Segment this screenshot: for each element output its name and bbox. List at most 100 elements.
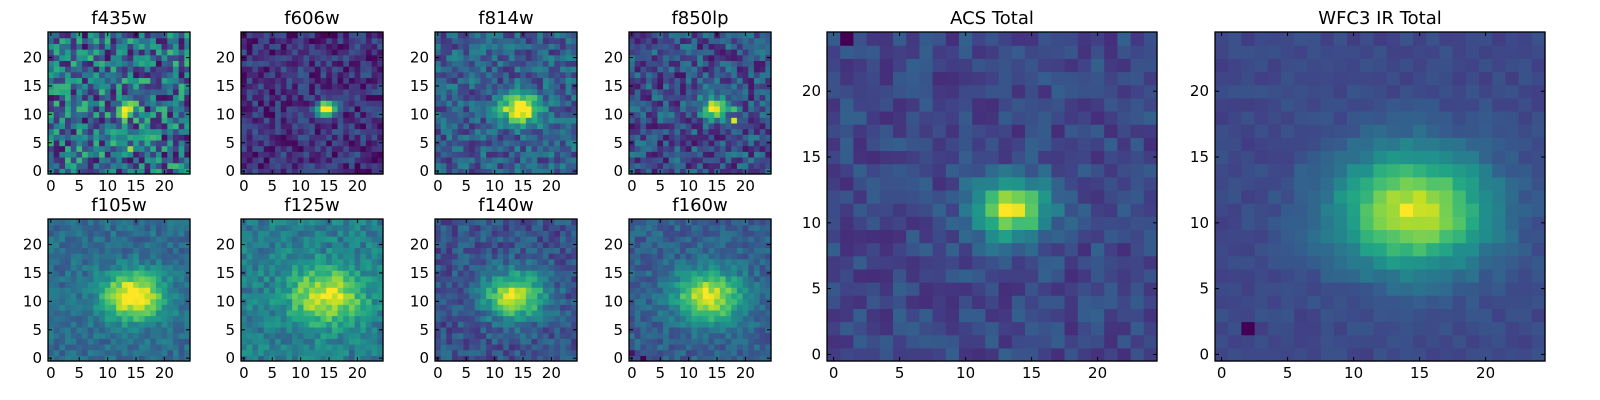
heatmap-cell bbox=[548, 287, 555, 294]
heatmap-cell bbox=[348, 224, 356, 231]
heatmap-cell bbox=[554, 343, 561, 351]
heatmap-cell bbox=[548, 71, 555, 79]
heatmap-cell bbox=[337, 105, 344, 113]
heatmap-cell bbox=[497, 281, 504, 288]
heatmap-cell bbox=[167, 66, 174, 73]
heatmap-cell bbox=[531, 309, 538, 317]
heatmap-cell bbox=[121, 66, 129, 73]
heatmap-cell bbox=[326, 145, 333, 152]
heatmap-cell bbox=[161, 145, 168, 152]
heatmap-cell bbox=[65, 241, 72, 248]
heatmap-cell bbox=[65, 332, 72, 339]
heatmap-cell bbox=[263, 224, 270, 231]
heatmap-cell bbox=[138, 241, 146, 248]
heatmap-cell bbox=[275, 332, 282, 339]
heatmap-cell bbox=[150, 281, 157, 288]
heatmap-cell bbox=[360, 258, 367, 266]
heatmap-cell bbox=[337, 264, 344, 271]
heatmap-cell bbox=[559, 298, 567, 305]
heatmap-cell bbox=[155, 37, 163, 44]
heatmap-cell bbox=[87, 349, 95, 356]
heatmap-cell bbox=[104, 88, 112, 96]
heatmap-cell bbox=[348, 332, 356, 339]
heatmap-cell bbox=[155, 338, 163, 345]
heatmap-cell bbox=[161, 338, 168, 345]
heatmap-cell bbox=[82, 332, 89, 339]
axes-frame bbox=[240, 31, 384, 175]
heatmap-cell bbox=[708, 304, 715, 311]
heatmap-cell bbox=[457, 156, 464, 164]
heatmap-cell bbox=[668, 88, 676, 96]
heatmap-cell bbox=[167, 355, 174, 362]
heatmap-cell bbox=[320, 326, 327, 334]
heatmap-cell bbox=[48, 162, 55, 169]
heatmap-cell bbox=[172, 151, 180, 158]
heatmap-cell bbox=[263, 37, 270, 44]
heatmap-cell bbox=[286, 338, 293, 345]
heatmap-cell bbox=[548, 88, 555, 96]
heatmap-cell bbox=[53, 83, 60, 90]
y-tick-label: 20 bbox=[410, 49, 429, 67]
heatmap-cell bbox=[542, 151, 550, 158]
heatmap-cell bbox=[76, 66, 83, 73]
heatmap-cell bbox=[309, 326, 316, 334]
heatmap-cell bbox=[314, 236, 322, 243]
heatmap-cell bbox=[354, 49, 361, 56]
heatmap-cell bbox=[440, 264, 447, 271]
heatmap-cell bbox=[110, 343, 117, 351]
heatmap-cell bbox=[719, 321, 727, 328]
heatmap-cell bbox=[548, 66, 555, 73]
heatmap-cell bbox=[377, 77, 384, 84]
heatmap-cell bbox=[731, 77, 738, 84]
heatmap-cell bbox=[753, 343, 761, 351]
heatmap-cell bbox=[759, 343, 766, 351]
heatmap-cell bbox=[657, 49, 664, 56]
heatmap-cell bbox=[503, 162, 510, 169]
heatmap-cell bbox=[314, 100, 322, 107]
heatmap-cell bbox=[167, 54, 174, 61]
heatmap-cell bbox=[702, 332, 710, 339]
heatmap-cell bbox=[275, 236, 282, 243]
heatmap-cell bbox=[121, 253, 129, 260]
heatmap-cell bbox=[503, 247, 510, 254]
heatmap-cell bbox=[753, 304, 761, 311]
heatmap-cell bbox=[531, 355, 538, 362]
heatmap-cell bbox=[753, 349, 761, 356]
heatmap-cell bbox=[680, 321, 687, 328]
heatmap-cell bbox=[297, 349, 305, 356]
heatmap-cell bbox=[668, 37, 676, 44]
heatmap-cell bbox=[286, 309, 293, 317]
heatmap-cell bbox=[326, 128, 333, 135]
heatmap-cell bbox=[508, 49, 516, 56]
heatmap-cell bbox=[514, 49, 521, 56]
heatmap-cell bbox=[554, 304, 561, 311]
heatmap-cell bbox=[503, 145, 510, 152]
heatmap-cell bbox=[651, 292, 658, 300]
heatmap-cell bbox=[748, 111, 755, 118]
heatmap-cell bbox=[525, 94, 533, 101]
heatmap-cell bbox=[110, 230, 117, 237]
heatmap-cell bbox=[343, 37, 350, 44]
heatmap-cell bbox=[629, 343, 636, 351]
heatmap-cell bbox=[748, 77, 755, 84]
heatmap-cell bbox=[275, 281, 282, 288]
heatmap-cell bbox=[144, 270, 151, 277]
heatmap-cell bbox=[719, 315, 727, 322]
heatmap-cell bbox=[269, 321, 276, 328]
heatmap-cell bbox=[446, 247, 453, 254]
heatmap-cell bbox=[742, 156, 749, 164]
heatmap-cell bbox=[275, 32, 282, 39]
heatmap-cell bbox=[542, 349, 550, 356]
heatmap-cell bbox=[503, 349, 510, 356]
heatmap-cell bbox=[497, 275, 504, 283]
heatmap-cell bbox=[377, 253, 384, 260]
heatmap-cell bbox=[314, 343, 322, 351]
heatmap-cell bbox=[365, 281, 373, 288]
heatmap-cell bbox=[59, 258, 66, 266]
heatmap-cell bbox=[680, 122, 687, 130]
heatmap-cell bbox=[497, 151, 504, 158]
heatmap-cell bbox=[748, 281, 755, 288]
heatmap-cell bbox=[178, 230, 185, 237]
heatmap-cell bbox=[121, 292, 129, 300]
heatmap-cell bbox=[150, 83, 157, 90]
